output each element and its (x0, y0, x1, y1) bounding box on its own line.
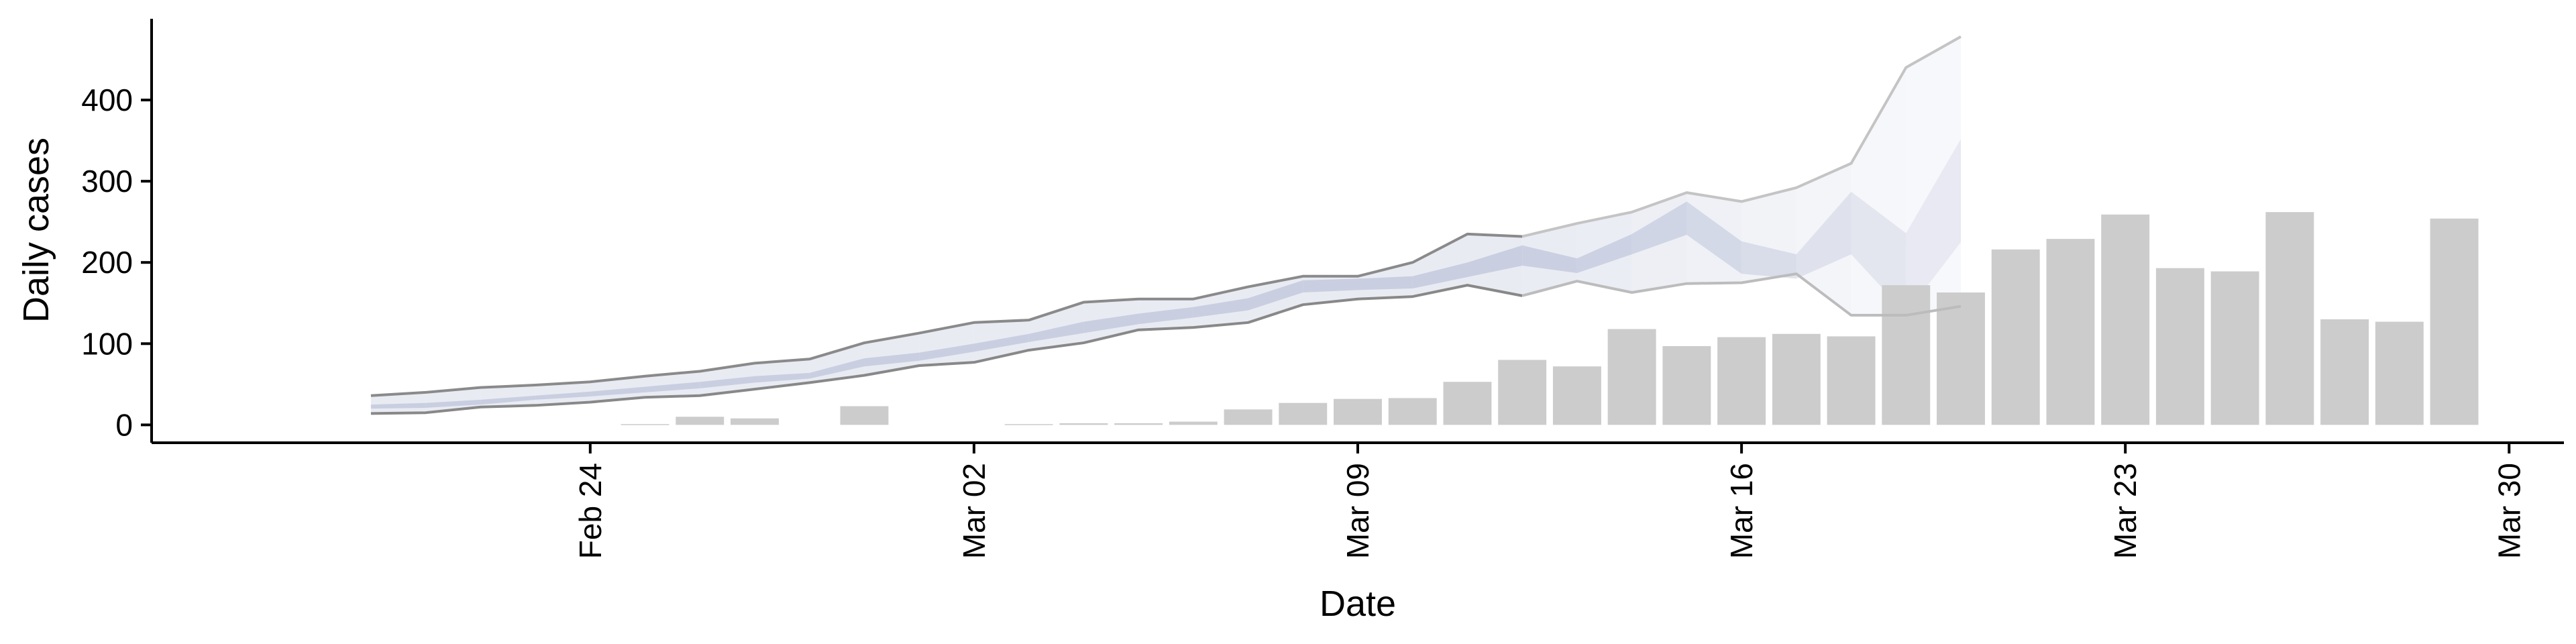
bar (1224, 409, 1273, 425)
band-inner-segment (1028, 321, 1084, 342)
band-inner-segment (755, 372, 810, 383)
x-tick-label: Mar 16 (1724, 463, 1759, 559)
bar (2320, 319, 2369, 425)
x-tick-label: Mar 23 (2108, 463, 2143, 559)
band-inner-segment (370, 402, 426, 409)
band-inner-segment (1248, 280, 1303, 311)
band-outer-segment (1796, 163, 1851, 315)
y-tick-label: 0 (115, 407, 133, 442)
band-inner-segment (1193, 298, 1248, 318)
band-inner-segment (425, 399, 481, 408)
band-inner-segment (809, 358, 865, 379)
band-inner-segment (645, 382, 700, 392)
bar (2430, 218, 2479, 425)
band-inner-segment (1083, 313, 1139, 333)
bar (2155, 268, 2204, 425)
band-inner-segment (590, 386, 645, 396)
band-inner-segment (1741, 241, 1796, 279)
band-inner-segment (1686, 201, 1742, 274)
bound-lines-layer (370, 35, 1962, 415)
band-outer-segment (1741, 187, 1796, 283)
band-inner-segment (1467, 245, 1523, 278)
y-tick-label: 100 (81, 326, 133, 361)
y-tick-label: 300 (81, 164, 133, 199)
bar (1772, 333, 1821, 425)
y-tick-label: 200 (81, 245, 133, 280)
band-inner-segment (1906, 139, 1961, 314)
band-outer-segment (1686, 193, 1742, 284)
bar (1443, 382, 1492, 425)
band-inner-segment (864, 352, 920, 367)
band-outer-segment (1906, 36, 1961, 315)
x-tick-label: Mar 02 (957, 463, 991, 559)
axes: 0 100 200 300 400 Feb 24 Mar 02 Mar 09 Mar 16 Mar… (81, 19, 2564, 559)
band-inner-segment (1851, 191, 1907, 314)
bar (1114, 423, 1163, 425)
bar (1882, 285, 1931, 425)
bar (1169, 421, 1218, 425)
bar (731, 418, 779, 425)
band-inner-segment (1631, 201, 1687, 255)
band-inner-segment (1796, 191, 1851, 279)
x-axis-title: Date (1320, 584, 1396, 624)
lower-bound-line-late (1521, 272, 1962, 317)
bar (1991, 249, 2040, 425)
bar (2210, 271, 2259, 425)
bar (621, 424, 669, 425)
bar (2046, 239, 2095, 425)
band-inner-segment (480, 395, 536, 405)
lower-bound-line (370, 284, 1523, 415)
band-outer-segment (1851, 67, 1907, 315)
bar (1334, 398, 1382, 425)
bar (1717, 337, 1766, 425)
bar (2265, 212, 2314, 425)
bar (1827, 336, 1876, 425)
band-inner-segment (919, 343, 974, 361)
bar (1662, 345, 1711, 425)
bar (840, 406, 889, 425)
bar (1004, 424, 1053, 425)
band-inner-segment (1358, 276, 1413, 290)
band-inner-segment (535, 391, 590, 400)
bar (1937, 292, 1985, 425)
bar (676, 417, 724, 425)
x-tick-label: Mar 30 (2491, 463, 2526, 559)
y-axis-title: Daily cases (16, 138, 56, 323)
band-inner-segment (1522, 245, 1577, 273)
bar (1388, 398, 1437, 425)
bar (1279, 402, 1328, 425)
band-outer-segment (755, 359, 810, 390)
bar (1607, 329, 1656, 425)
band-inner-segment (1303, 278, 1358, 293)
bar (1059, 423, 1108, 425)
y-tick-label: 400 (81, 83, 133, 117)
bar (2375, 321, 2424, 425)
upper-bound-line-late (1521, 35, 1962, 238)
estimate-band-layer (370, 36, 1961, 414)
band-inner-segment (700, 376, 755, 388)
x-tick-label: Mar 09 (1340, 463, 1375, 559)
x-tick-label: Feb 24 (573, 463, 608, 559)
band-inner-segment (1576, 233, 1632, 273)
upper-bound-line (370, 232, 1523, 397)
bar (1498, 360, 1547, 425)
band-inner-segment (973, 333, 1029, 352)
band-inner-segment (1138, 307, 1193, 325)
bar-layer (621, 212, 2479, 425)
bar (2101, 214, 2150, 425)
bar (1552, 366, 1601, 425)
band-inner-segment (1412, 262, 1468, 288)
